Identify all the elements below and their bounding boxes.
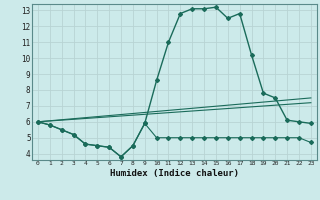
- X-axis label: Humidex (Indice chaleur): Humidex (Indice chaleur): [110, 169, 239, 178]
